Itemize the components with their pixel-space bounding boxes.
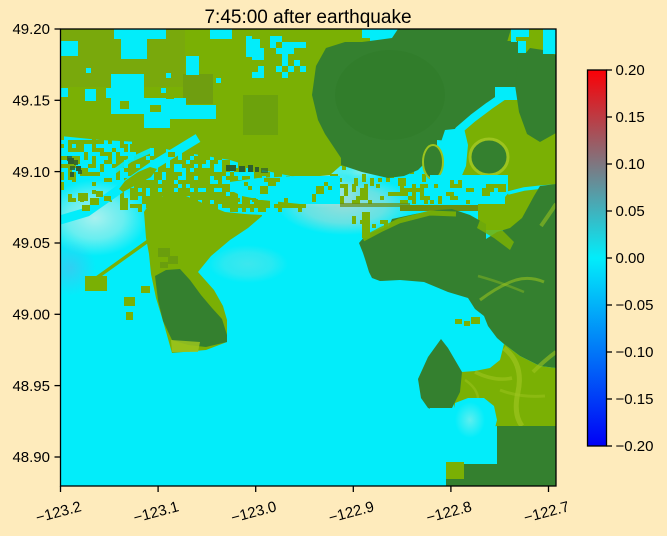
svg-text:−0.15: −0.15 [616,391,654,408]
svg-text:0.20: 0.20 [616,62,645,79]
svg-text:0.00: 0.00 [616,250,645,267]
svg-text:−0.20: −0.20 [616,438,654,455]
svg-text:48.95: 48.95 [12,378,50,395]
svg-text:0.05: 0.05 [616,203,645,220]
svg-text:49.10: 49.10 [12,164,50,181]
svg-text:49.05: 49.05 [12,235,50,252]
svg-text:49.15: 49.15 [12,93,50,110]
svg-text:−0.05: −0.05 [616,297,654,314]
svg-text:48.90: 48.90 [12,449,50,466]
svg-text:−0.10: −0.10 [616,344,654,361]
svg-text:7:45:00 after earthquake: 7:45:00 after earthquake [204,7,411,28]
svg-text:49.00: 49.00 [12,307,50,324]
svg-text:0.10: 0.10 [616,156,645,173]
svg-text:49.20: 49.20 [12,21,50,38]
svg-text:0.15: 0.15 [616,109,645,126]
